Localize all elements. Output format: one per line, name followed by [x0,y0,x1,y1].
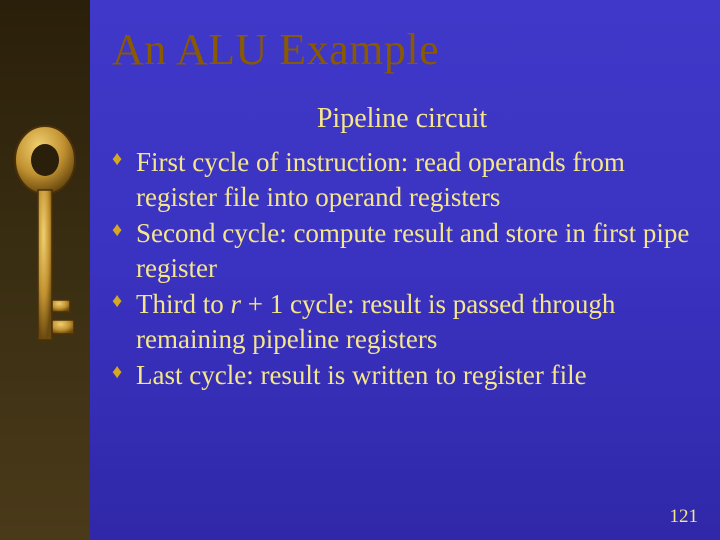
list-item: ♦ Second cycle: compute result and store… [112,216,692,285]
list-item: ♦ Third to r + 1 cycle: result is passed… [112,287,692,356]
bullet-icon: ♦ [112,218,122,244]
bullet-lead: Third to [136,289,231,319]
decorative-left-strip [0,0,90,540]
bullet-lead: Second cycle [136,218,279,248]
slide: An ALU Example Pipeline circuit ♦ First … [0,0,720,540]
bullet-lead: Last cycle [136,360,246,390]
bullet-list: ♦ First cycle of instruction: read opera… [112,145,692,395]
list-item: ♦ Last cycle: result is written to regis… [112,358,692,393]
slide-title: An ALU Example [112,24,692,75]
slide-content: An ALU Example Pipeline circuit ♦ First … [90,0,720,540]
bullet-after: + 1 cycle [241,289,347,319]
bullet-icon: ♦ [112,289,122,315]
bullet-lead: First cycle of instruction [136,147,401,177]
bullet-icon: ♦ [112,147,122,173]
slide-subtitle: Pipeline circuit [112,103,692,135]
list-item: ♦ First cycle of instruction: read opera… [112,145,692,214]
bullet-italic: r [231,289,242,319]
page-number: 121 [670,506,699,528]
key-icon [8,120,82,370]
bullet-icon: ♦ [112,360,122,386]
bullet-rest: : result is written to register file [246,360,586,390]
